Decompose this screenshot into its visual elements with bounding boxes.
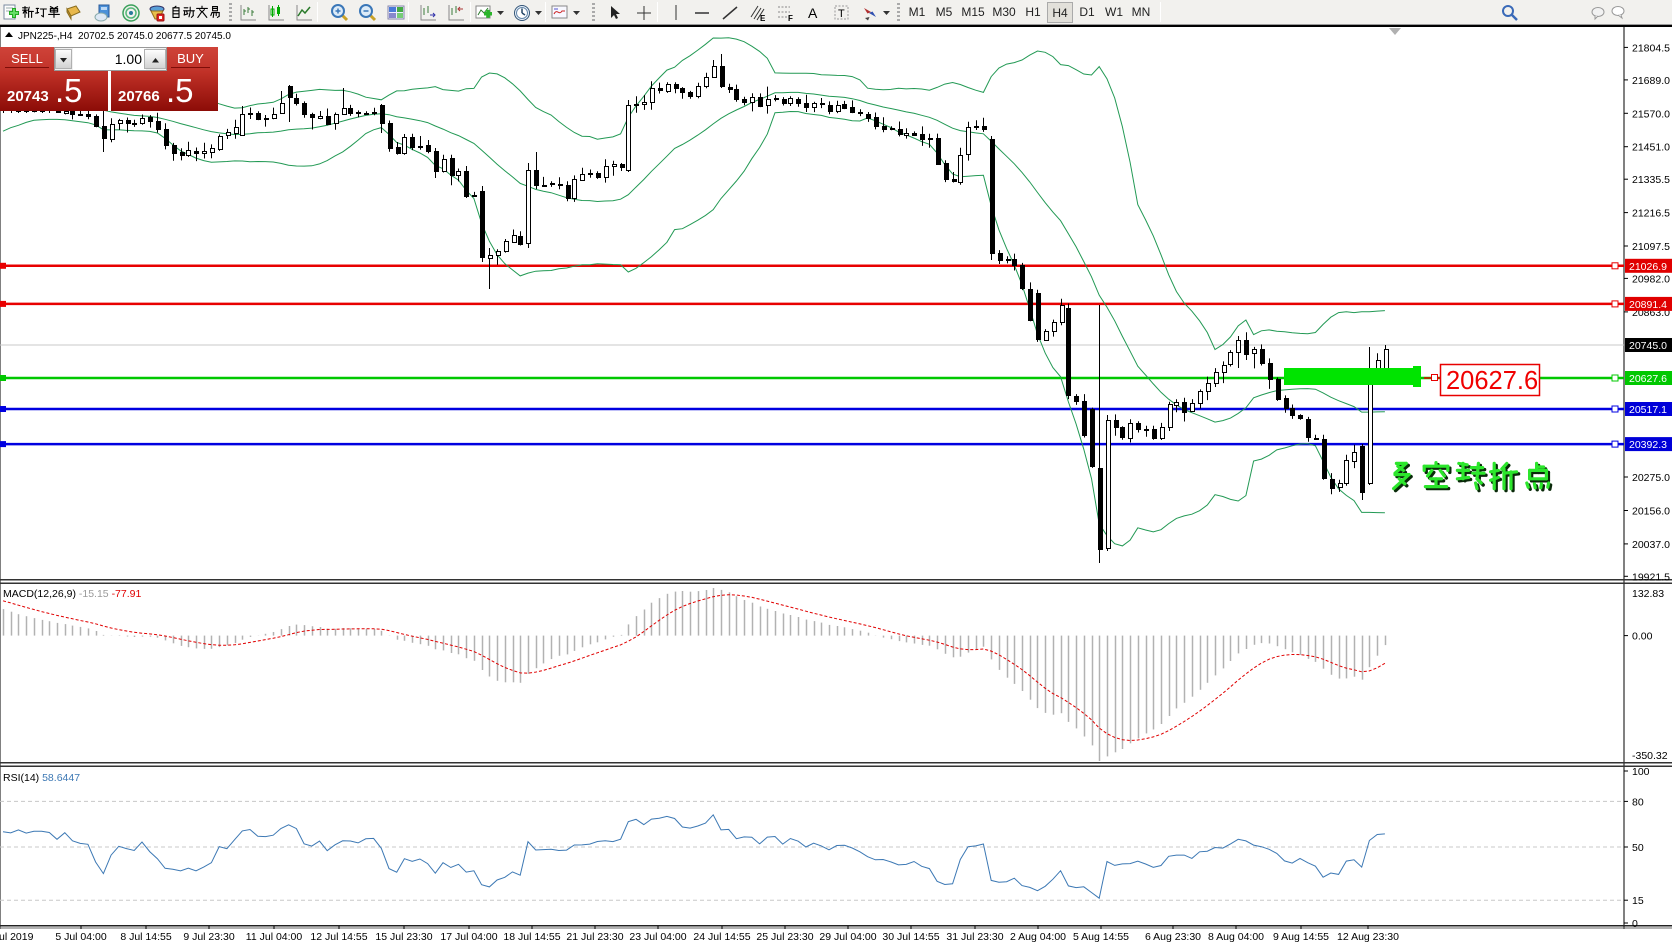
svg-text:100: 100 bbox=[1632, 766, 1650, 778]
svg-text:A: A bbox=[808, 5, 818, 21]
svg-text:20156.0: 20156.0 bbox=[1632, 506, 1670, 518]
svg-text:5 Aug 14:55: 5 Aug 14:55 bbox=[1073, 931, 1129, 943]
svg-text:JPN225-,H4 20702.5 20745.0 20: JPN225-,H4 20702.5 20745.0 20677.5 20745… bbox=[18, 31, 231, 42]
svg-text:24 Jul 14:55: 24 Jul 14:55 bbox=[693, 931, 750, 943]
svg-text:21570.0: 21570.0 bbox=[1632, 108, 1670, 120]
svg-text:RSI(14) 58.6447: RSI(14) 58.6447 bbox=[3, 772, 80, 784]
svg-text:15: 15 bbox=[1632, 895, 1644, 907]
svg-text:21026.9: 21026.9 bbox=[1629, 261, 1667, 273]
svg-text:0: 0 bbox=[1632, 918, 1638, 930]
svg-text:80: 80 bbox=[1632, 796, 1644, 808]
svg-text:8 Aug 04:00: 8 Aug 04:00 bbox=[1208, 931, 1264, 943]
svg-text:19921.5: 19921.5 bbox=[1632, 571, 1670, 583]
svg-text:12 Jul 14:55: 12 Jul 14:55 bbox=[310, 931, 367, 943]
svg-text:17 Jul 04:00: 17 Jul 04:00 bbox=[440, 931, 497, 943]
svg-text:9 Aug 14:55: 9 Aug 14:55 bbox=[1273, 931, 1329, 943]
svg-text:20517.1: 20517.1 bbox=[1629, 404, 1667, 416]
svg-text:21804.5: 21804.5 bbox=[1632, 42, 1670, 54]
svg-text:6 Aug 23:30: 6 Aug 23:30 bbox=[1145, 931, 1201, 943]
svg-text:20275.0: 20275.0 bbox=[1632, 472, 1670, 484]
svg-text:20392.3: 20392.3 bbox=[1629, 439, 1667, 451]
svg-text:30 Jul 14:55: 30 Jul 14:55 bbox=[882, 931, 939, 943]
svg-text:50: 50 bbox=[1632, 842, 1644, 854]
svg-text:21335.5: 21335.5 bbox=[1632, 174, 1670, 186]
svg-text:18 Jul 14:55: 18 Jul 14:55 bbox=[503, 931, 560, 943]
svg-text:4 Jul 2019: 4 Jul 2019 bbox=[0, 931, 34, 943]
svg-text:20627.6: 20627.6 bbox=[1629, 373, 1667, 385]
svg-text:2 Aug 04:00: 2 Aug 04:00 bbox=[1010, 931, 1066, 943]
svg-text:20627.6: 20627.6 bbox=[1446, 367, 1538, 395]
svg-text:21216.5: 21216.5 bbox=[1632, 208, 1670, 220]
svg-text:21689.0: 21689.0 bbox=[1632, 75, 1670, 87]
svg-text:0.00: 0.00 bbox=[1632, 631, 1653, 643]
svg-text:12 Aug 23:30: 12 Aug 23:30 bbox=[1337, 931, 1399, 943]
svg-text:20891.4: 20891.4 bbox=[1629, 299, 1667, 311]
svg-text:20982.0: 20982.0 bbox=[1632, 273, 1670, 285]
svg-text:25 Jul 23:30: 25 Jul 23:30 bbox=[756, 931, 813, 943]
svg-text:MACD(12,26,9) -15.15 -77.91: MACD(12,26,9) -15.15 -77.91 bbox=[3, 588, 141, 600]
svg-text:21 Jul 23:30: 21 Jul 23:30 bbox=[566, 931, 623, 943]
svg-text:31 Jul 23:30: 31 Jul 23:30 bbox=[946, 931, 1003, 943]
svg-text:-350.32: -350.32 bbox=[1632, 750, 1668, 762]
svg-text:11 Jul 04:00: 11 Jul 04:00 bbox=[246, 931, 303, 943]
svg-text:F: F bbox=[788, 14, 793, 23]
svg-text:9 Jul 23:30: 9 Jul 23:30 bbox=[183, 931, 235, 943]
svg-text:29 Jul 04:00: 29 Jul 04:00 bbox=[819, 931, 876, 943]
svg-text:21097.5: 21097.5 bbox=[1632, 241, 1670, 253]
svg-text:T: T bbox=[838, 8, 845, 20]
svg-text:5 Jul 04:00: 5 Jul 04:00 bbox=[55, 931, 107, 943]
svg-text:15 Jul 23:30: 15 Jul 23:30 bbox=[375, 931, 432, 943]
svg-text:21451.0: 21451.0 bbox=[1632, 142, 1670, 154]
svg-text:20745.0: 20745.0 bbox=[1629, 340, 1667, 352]
svg-text:E: E bbox=[760, 14, 766, 23]
svg-text:8 Jul 14:55: 8 Jul 14:55 bbox=[120, 931, 172, 943]
svg-text:20037.0: 20037.0 bbox=[1632, 539, 1670, 551]
svg-text:23 Jul 04:00: 23 Jul 04:00 bbox=[629, 931, 686, 943]
svg-text:132.83: 132.83 bbox=[1632, 588, 1664, 600]
